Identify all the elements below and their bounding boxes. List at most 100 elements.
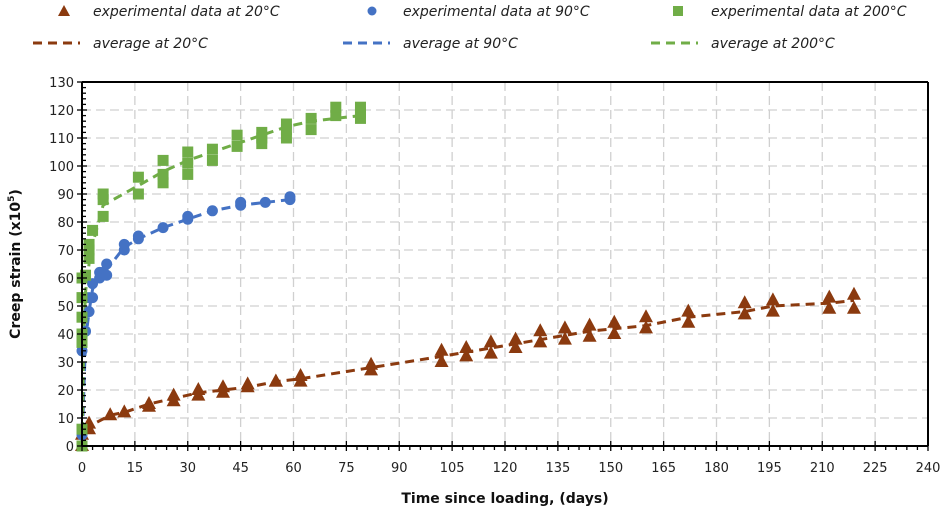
x-tick-label: 135 xyxy=(545,461,570,476)
data-point-circle xyxy=(235,196,247,208)
data-point-triangle xyxy=(582,328,597,342)
data-point-square xyxy=(280,124,292,136)
data-point-square xyxy=(157,177,169,189)
data-point-triangle xyxy=(459,348,474,362)
y-tick-label: 70 xyxy=(57,244,74,259)
data-point-triangle xyxy=(117,404,132,418)
average-line-20c xyxy=(80,298,855,447)
legend-item-exp-200: experimental data at 200°C xyxy=(673,4,907,20)
data-point-circle xyxy=(259,196,271,208)
data-point-square xyxy=(83,244,95,256)
data-point-square xyxy=(157,168,169,180)
y-axis-title-main: Creep strain (x10 xyxy=(8,202,24,339)
legend-label: average at 20°C xyxy=(93,36,208,52)
data-point-triangle xyxy=(846,300,861,314)
data-point-triangle xyxy=(822,300,837,314)
legend-item-avg-90: average at 90°C xyxy=(343,36,518,52)
data-point-square xyxy=(231,129,243,141)
data-point-triangle xyxy=(268,373,283,387)
x-axis-title: Time since loading, (days) xyxy=(401,491,608,507)
data-point-triangle xyxy=(607,326,622,339)
legend-item-avg-20: average at 20°C xyxy=(33,36,208,52)
data-point-triangle xyxy=(557,331,572,345)
data-point-square xyxy=(132,171,144,183)
data-point-square xyxy=(182,168,194,180)
data-point-square xyxy=(256,138,268,150)
data-point-triangle xyxy=(533,334,548,348)
x-tick-label: 30 xyxy=(179,461,196,476)
data-point-square xyxy=(354,101,366,113)
x-tick-label: 180 xyxy=(704,461,729,476)
x-tick-label: 0 xyxy=(78,461,86,476)
data-point-square xyxy=(157,154,169,166)
data-point-triangle xyxy=(240,376,255,390)
data-point-circle xyxy=(157,222,169,234)
y-tick-label: 30 xyxy=(57,356,74,371)
data-point-circle xyxy=(182,210,194,222)
gridlines xyxy=(82,82,928,446)
legend-label: average at 90°C xyxy=(403,36,518,52)
y-tick-label: 80 xyxy=(57,216,74,231)
data-point-triangle xyxy=(364,356,379,370)
x-tick-label: 150 xyxy=(598,461,623,476)
data-point-triangle xyxy=(434,354,449,367)
data-point-triangle xyxy=(765,292,780,306)
data-point-square xyxy=(280,118,292,130)
data-point-triangle xyxy=(166,387,181,401)
data-point-square xyxy=(330,101,342,113)
data-point-square xyxy=(206,154,218,166)
data-point-circle xyxy=(132,230,144,242)
data-point-square xyxy=(182,157,194,169)
data-point-square xyxy=(354,107,366,119)
tick-labels: 0 10 20 30 40 50 60 70 80 90 100 110 120 130 0 15 30 45 60… xyxy=(49,76,940,476)
data-point-triangle xyxy=(508,331,523,345)
y-tick-label: 10 xyxy=(57,412,74,427)
data-point-square xyxy=(256,126,268,138)
data-point-square xyxy=(330,110,342,122)
data-point-triangle xyxy=(639,320,653,334)
y-tick-label: 90 xyxy=(57,188,74,203)
legend-item-avg-200: average at 200°C xyxy=(651,36,835,52)
data-points xyxy=(75,101,861,452)
data-point-triangle xyxy=(639,309,653,323)
legend-label: experimental data at 90°C xyxy=(403,4,590,20)
y-tick-label: 100 xyxy=(49,160,74,175)
x-tick-label: 75 xyxy=(338,461,355,476)
data-point-square xyxy=(231,140,243,152)
data-point-circle xyxy=(101,258,113,270)
data-point-triangle xyxy=(103,407,118,421)
legend-label: experimental data at 20°C xyxy=(93,4,280,20)
average-line-90c xyxy=(80,198,291,447)
data-point-circle xyxy=(101,269,113,281)
data-point-square xyxy=(305,112,317,124)
data-point-square xyxy=(80,269,92,281)
data-point-square xyxy=(206,143,218,155)
data-point-square xyxy=(256,132,268,144)
data-point-circle xyxy=(118,238,130,250)
data-point-square xyxy=(97,194,109,206)
legend-item-exp-20: experimental data at 20°C xyxy=(58,4,280,20)
legend-square-icon xyxy=(673,6,683,16)
y-tick-label: 130 xyxy=(49,76,74,91)
y-tick-label: 40 xyxy=(57,328,74,343)
data-point-square xyxy=(97,188,109,200)
legend-circle-icon xyxy=(367,6,377,16)
data-point-triangle xyxy=(483,345,498,359)
data-point-triangle xyxy=(508,340,523,353)
data-point-triangle xyxy=(434,342,449,356)
data-point-square xyxy=(132,188,144,200)
data-point-triangle xyxy=(582,317,597,331)
axes xyxy=(77,81,929,451)
data-point-square xyxy=(305,124,317,136)
data-point-triangle xyxy=(141,396,156,409)
data-point-triangle xyxy=(765,303,780,317)
y-tick-label: 120 xyxy=(49,104,74,119)
data-point-triangle xyxy=(846,286,861,300)
y-tick-label: 50 xyxy=(57,300,74,315)
x-tick-label: 210 xyxy=(810,461,835,476)
data-point-triangle xyxy=(737,295,752,309)
data-point-square xyxy=(354,112,366,124)
x-tick-label: 15 xyxy=(127,461,144,476)
data-point-circle xyxy=(284,191,296,203)
data-point-square xyxy=(182,146,194,158)
